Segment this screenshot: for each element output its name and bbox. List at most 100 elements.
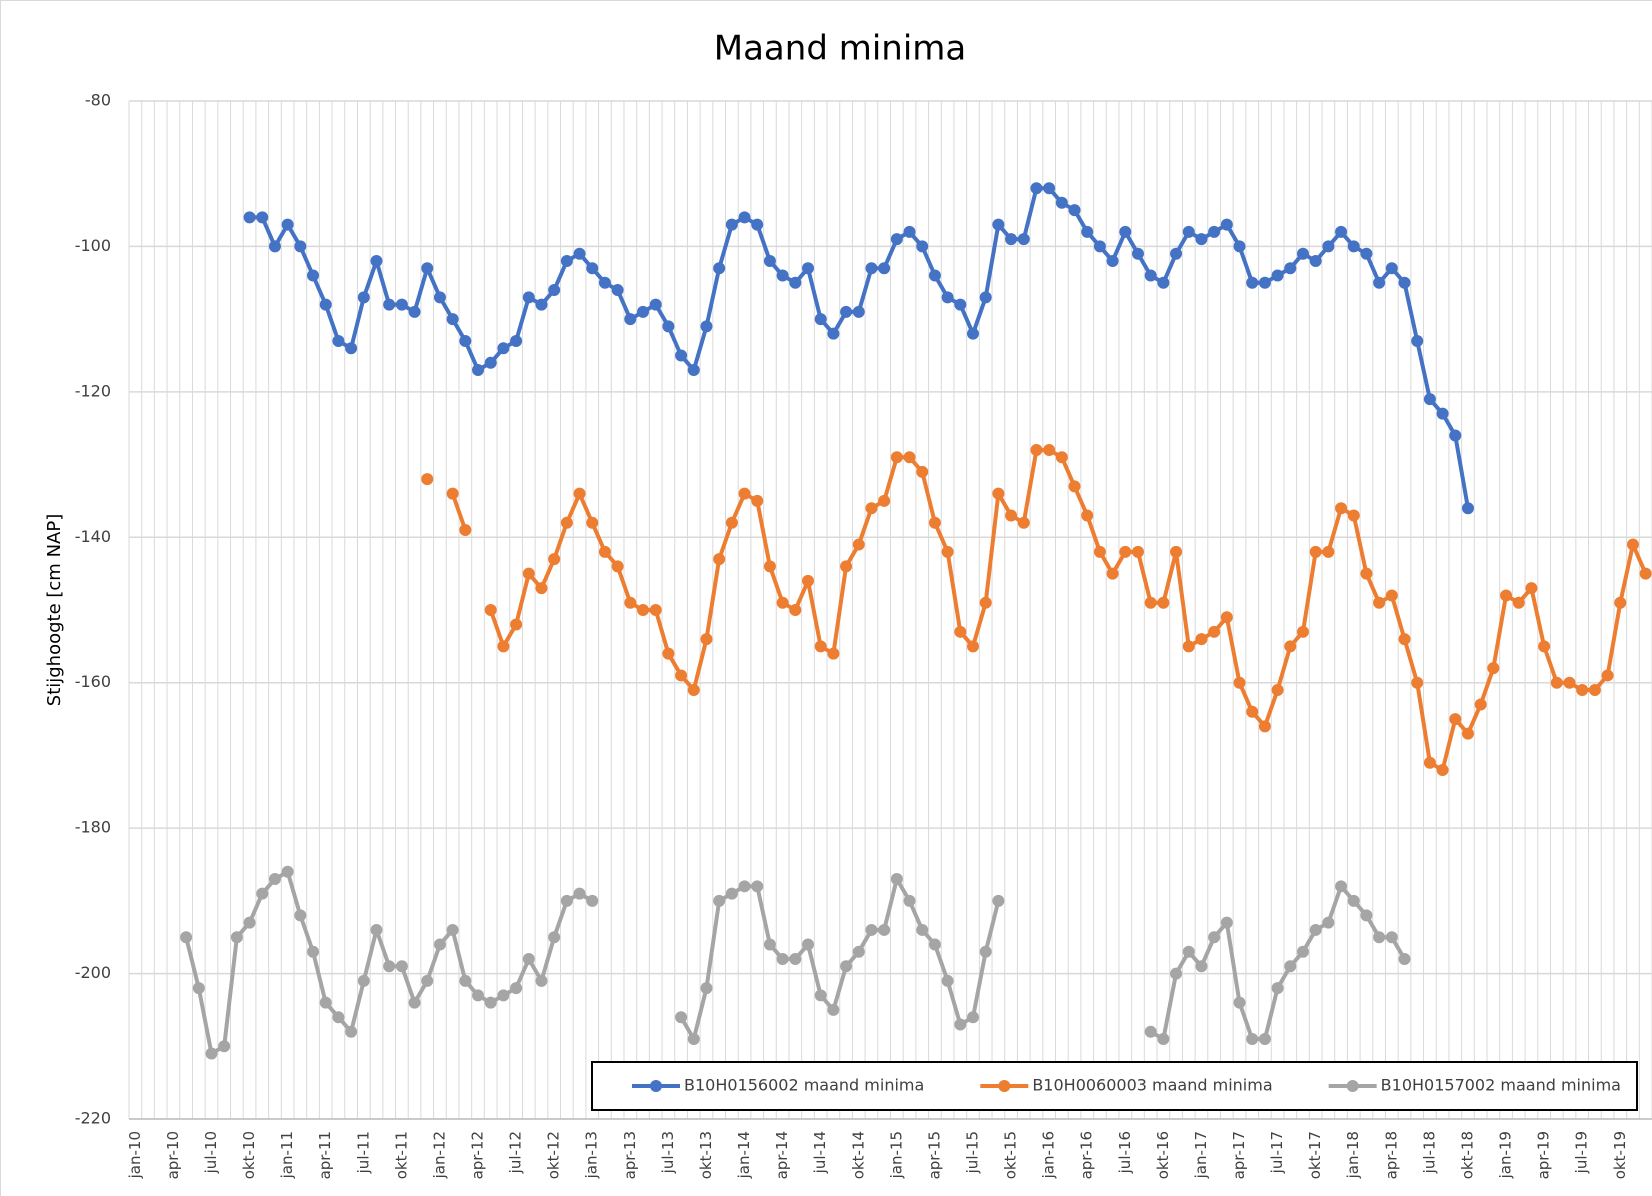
point [802, 574, 815, 587]
point [776, 269, 789, 282]
point [738, 880, 751, 893]
point [966, 640, 979, 653]
legend-swatch-marker [1346, 1080, 1359, 1092]
point [1068, 204, 1081, 217]
point [1157, 1033, 1170, 1046]
point [573, 487, 586, 500]
point [1373, 276, 1386, 289]
point [802, 938, 815, 951]
point [446, 487, 459, 500]
point [268, 240, 281, 253]
legend-swatch-marker [998, 1080, 1011, 1092]
point [1322, 545, 1335, 558]
point [408, 996, 421, 1009]
point [928, 516, 941, 529]
point [700, 982, 713, 995]
point [1296, 945, 1309, 958]
point [1614, 596, 1627, 609]
point [751, 218, 764, 231]
x-tick-label: jul-16 [1116, 1131, 1134, 1174]
x-tick-label: jan-10 [126, 1131, 144, 1179]
x-tick-label: jul-15 [963, 1131, 981, 1174]
point [1043, 182, 1056, 195]
x-tick-label: okt-15 [1002, 1131, 1020, 1179]
point [890, 451, 903, 464]
point [510, 334, 523, 347]
point [573, 887, 586, 900]
point [1182, 640, 1195, 653]
point [1170, 247, 1183, 260]
point [763, 938, 776, 951]
point [1208, 225, 1221, 238]
y-tick-label: -180 [75, 818, 111, 837]
point [1411, 676, 1424, 689]
point [370, 923, 383, 936]
point [307, 945, 320, 958]
point [992, 218, 1005, 231]
point [1423, 393, 1436, 406]
point [1195, 633, 1208, 646]
x-tick-label: apr-18 [1382, 1131, 1400, 1179]
point [510, 618, 523, 631]
x-tick-label: jan-15 [887, 1131, 905, 1179]
point [1081, 225, 1094, 238]
y-tick-label: -140 [75, 527, 111, 546]
point [1411, 334, 1424, 347]
point [979, 291, 992, 304]
point [928, 938, 941, 951]
point [345, 342, 358, 355]
point [1385, 589, 1398, 602]
x-tick-label: jul-10 [202, 1131, 220, 1174]
point [852, 945, 865, 958]
point [1284, 640, 1297, 653]
point [840, 305, 853, 318]
x-tick-label: apr-12 [469, 1131, 487, 1179]
point [294, 240, 307, 253]
point [903, 894, 916, 907]
point [878, 494, 891, 507]
point [941, 974, 954, 987]
point [1233, 676, 1246, 689]
point [916, 240, 929, 253]
point [890, 233, 903, 246]
point [649, 298, 662, 311]
point [1157, 596, 1170, 609]
point [1182, 225, 1195, 238]
x-tick-label: apr-10 [164, 1131, 182, 1179]
x-tick-label: apr-19 [1535, 1131, 1553, 1179]
point [1436, 763, 1449, 776]
point [1144, 596, 1157, 609]
point [840, 560, 853, 573]
point [687, 683, 700, 696]
point [954, 298, 967, 311]
point [598, 276, 611, 289]
point [903, 225, 916, 238]
point [332, 1011, 345, 1024]
x-tick-label: okt-17 [1306, 1131, 1324, 1179]
point [662, 320, 675, 333]
point [1157, 276, 1170, 289]
point [446, 313, 459, 326]
point [916, 465, 929, 478]
point [1474, 698, 1487, 711]
point [180, 931, 193, 944]
point [1487, 662, 1500, 675]
point [687, 1033, 700, 1046]
point [611, 284, 624, 297]
point [1271, 982, 1284, 995]
y-tick-label: -200 [75, 963, 111, 982]
point [1335, 502, 1348, 515]
y-tick-label: -120 [75, 381, 111, 400]
point [1246, 705, 1259, 718]
point [776, 596, 789, 609]
x-tick-label: jul-12 [507, 1131, 525, 1174]
point [1335, 880, 1348, 893]
point [218, 1040, 231, 1053]
point [522, 567, 535, 580]
x-tick-label: okt-11 [392, 1131, 410, 1179]
point [319, 298, 332, 311]
point [357, 291, 370, 304]
point [1144, 269, 1157, 282]
point [852, 538, 865, 551]
